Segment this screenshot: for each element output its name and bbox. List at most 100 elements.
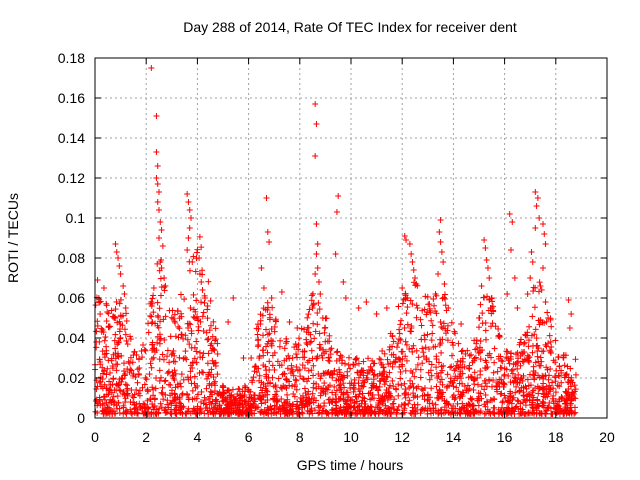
data-point — [101, 396, 108, 403]
data-point — [167, 410, 174, 417]
data-point — [321, 380, 328, 387]
data-point — [160, 356, 167, 363]
data-point — [412, 410, 419, 417]
data-point — [327, 346, 334, 353]
data-point — [348, 380, 355, 387]
data-point — [178, 331, 185, 338]
data-point — [468, 351, 475, 358]
data-point — [210, 360, 217, 367]
data-point — [403, 357, 410, 364]
data-point — [183, 390, 190, 397]
data-point — [284, 402, 291, 409]
data-point — [198, 388, 205, 395]
data-point — [170, 315, 177, 322]
data-point — [191, 344, 198, 351]
data-point — [435, 271, 442, 277]
data-point — [404, 295, 411, 301]
y-tick-label: 0.12 — [58, 170, 85, 186]
data-point — [432, 343, 439, 350]
data-point — [157, 275, 164, 282]
data-point — [159, 243, 166, 249]
data-point — [123, 310, 130, 317]
data-point — [569, 389, 576, 396]
data-point — [464, 382, 471, 389]
data-point — [173, 410, 180, 417]
data-point — [286, 382, 293, 389]
data-point — [432, 291, 439, 297]
data-point — [271, 323, 278, 330]
data-point — [343, 389, 350, 396]
data-point — [199, 354, 206, 361]
data-point — [514, 397, 521, 404]
data-point — [546, 372, 553, 379]
data-point — [549, 395, 556, 402]
data-point — [305, 311, 312, 318]
data-point — [409, 348, 416, 355]
data-point — [419, 392, 426, 399]
data-point — [516, 387, 523, 394]
data-point — [526, 371, 533, 378]
data-point — [156, 189, 162, 195]
data-point — [487, 305, 494, 311]
data-point — [500, 380, 507, 387]
data-point — [280, 370, 287, 377]
data-point — [477, 338, 484, 345]
data-point — [498, 376, 505, 383]
data-point — [402, 338, 409, 345]
data-point — [337, 404, 344, 411]
data-point — [337, 352, 344, 359]
data-point — [422, 405, 429, 412]
data-point — [413, 314, 420, 321]
data-point — [266, 311, 273, 318]
data-point — [523, 385, 530, 392]
data-point — [481, 401, 488, 408]
data-point — [442, 325, 449, 332]
data-point — [530, 288, 537, 295]
data-point — [393, 344, 400, 351]
data-point — [150, 404, 157, 411]
data-point — [221, 397, 228, 404]
data-point — [294, 367, 301, 374]
data-point — [484, 399, 491, 406]
data-point — [303, 394, 310, 401]
data-point — [176, 354, 183, 361]
data-point — [398, 382, 405, 389]
data-point — [466, 352, 473, 359]
data-point — [141, 381, 148, 388]
data-point — [399, 285, 406, 291]
data-point — [556, 383, 563, 390]
data-point — [306, 408, 313, 415]
data-point — [290, 390, 297, 397]
data-point — [316, 306, 323, 313]
data-point — [484, 352, 491, 359]
data-point — [403, 310, 410, 317]
data-point — [550, 385, 557, 392]
data-point — [100, 393, 107, 400]
data-point — [161, 287, 168, 294]
data-point — [512, 361, 519, 368]
data-point — [214, 350, 221, 357]
data-point — [479, 320, 486, 327]
data-point — [190, 253, 197, 260]
data-point — [278, 289, 285, 295]
data-point — [397, 368, 404, 375]
data-point — [269, 352, 276, 359]
data-point — [170, 358, 177, 365]
data-point — [212, 397, 219, 404]
data-point — [414, 305, 421, 311]
data-point — [326, 358, 333, 365]
data-point — [248, 355, 255, 361]
data-point — [135, 410, 142, 417]
data-point — [422, 293, 429, 300]
data-point — [375, 391, 382, 398]
data-point — [131, 348, 138, 355]
data-point — [355, 407, 362, 414]
data-point — [116, 263, 123, 269]
data-point — [157, 374, 164, 381]
data-point — [490, 369, 497, 376]
data-point — [300, 376, 307, 383]
data-point — [156, 305, 163, 312]
data-point — [148, 364, 155, 371]
data-point — [357, 371, 364, 378]
data-point — [186, 320, 193, 327]
